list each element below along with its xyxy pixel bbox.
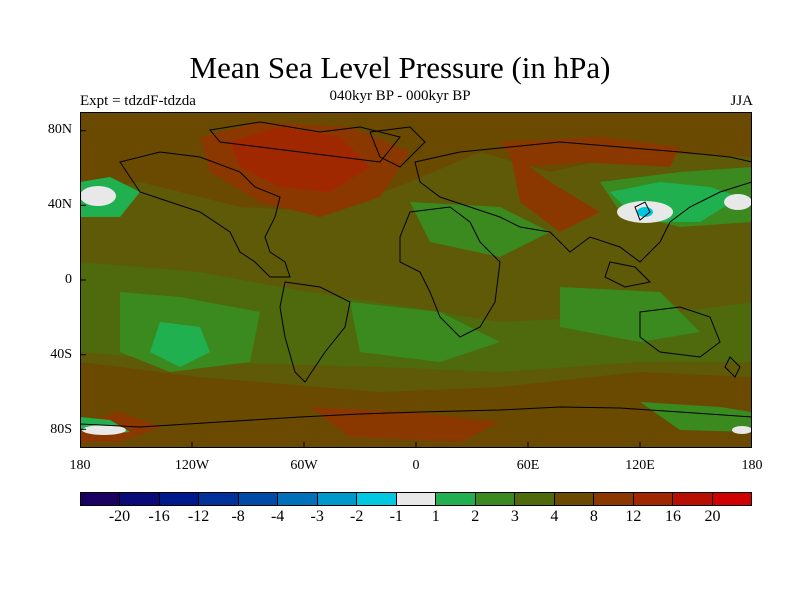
field-patch-neutral-south-east — [732, 426, 752, 434]
field-patch-south-pacific-east — [640, 402, 752, 432]
colorbar-swatch — [238, 493, 279, 505]
colorbar-swatch — [712, 493, 751, 505]
colorbar-label: -4 — [270, 508, 285, 525]
colorbar-swatch — [633, 493, 674, 505]
colorbar-label: 16 — [664, 508, 681, 525]
colorbar-swatch — [159, 493, 200, 505]
field-patch-southern-ocean — [310, 407, 500, 442]
field-patch-neutral-west — [80, 186, 116, 206]
lat-label-40s: 40S — [50, 347, 72, 362]
lon-label-120e: 120E — [625, 458, 655, 473]
lat-label-40n: 40N — [47, 197, 72, 212]
colorbar-label: -8 — [231, 508, 245, 525]
colorbar-label: -12 — [187, 508, 210, 525]
colorbar-swatch — [515, 493, 555, 505]
coast-indonesia — [604, 261, 652, 288]
coast-eurasia — [414, 141, 752, 263]
field-patch-central-asia — [510, 152, 600, 232]
colorbar-label: 1 — [431, 508, 440, 525]
map-panel — [80, 112, 752, 448]
chart-subtitle: 040kyr BP - 000kyr BP — [329, 88, 471, 104]
field-patch-north-america-core — [230, 127, 370, 192]
colorbar-swatch — [357, 493, 397, 505]
coast-new-zealand — [724, 356, 741, 378]
colorbar-label: 12 — [625, 508, 642, 525]
axis-ticks — [80, 130, 641, 448]
colorbar-swatch — [673, 493, 713, 505]
colorbar-label: -2 — [350, 508, 364, 525]
lon-label-60w: 60W — [290, 458, 318, 473]
colorbar-swatch — [81, 493, 121, 505]
field-patch-indian-ocean — [560, 287, 700, 342]
colorbar — [80, 492, 752, 506]
colorbar-swatch — [554, 493, 595, 505]
colorbar-swatch — [199, 493, 239, 505]
colorbar-swatch — [475, 493, 516, 505]
colorbar-swatch — [317, 493, 358, 505]
experiment-label: Expt = tdzdF-tdzda — [80, 93, 196, 109]
lon-label-120w: 120W — [174, 458, 210, 473]
map-svg — [80, 112, 752, 448]
lon-label-180e: 180 — [741, 458, 763, 473]
colorbar-label: -16 — [148, 508, 170, 525]
coast-antarctica — [80, 406, 752, 428]
chart-title: Mean Sea Level Pressure (in hPa) — [189, 50, 611, 85]
colorbar-swatch — [278, 493, 318, 505]
lat-label-80n: 80N — [47, 122, 72, 137]
colorbar-label: -20 — [108, 508, 131, 525]
season-label: JJA — [730, 93, 753, 109]
lon-label-180w: 180 — [69, 458, 91, 473]
colorbar-swatch — [594, 493, 634, 505]
lon-label-0: 0 — [412, 458, 420, 473]
field-patch-south-brown — [80, 362, 752, 448]
colorbar-swatch — [396, 493, 437, 505]
colorbar-swatch — [436, 493, 476, 505]
pressure-field — [80, 112, 752, 448]
coast-australia — [639, 306, 721, 358]
coast-greenland — [369, 126, 426, 168]
lat-label-0: 0 — [65, 272, 72, 287]
coast-japan — [634, 201, 651, 221]
coast-south-america — [279, 281, 351, 383]
field-patch-pacific-core — [150, 322, 210, 367]
field-patch-neutral-east — [724, 194, 752, 210]
colorbar-label: 4 — [550, 508, 559, 525]
field-patch-atlantic-south — [350, 302, 500, 362]
colorbar-label: 8 — [589, 508, 598, 525]
coast-africa — [399, 206, 501, 338]
coastlines — [80, 121, 752, 428]
field-patch-neutral-south — [82, 425, 126, 435]
coast-arctic-islands — [209, 121, 401, 163]
lon-label-60e: 60E — [516, 458, 540, 473]
field-patch-north-asia — [500, 137, 680, 167]
colorbar-swatch — [120, 493, 160, 505]
field-patch-europe-africa — [410, 202, 550, 257]
colorbar-label: 3 — [510, 508, 519, 525]
colorbar-label: 20 — [704, 508, 721, 525]
colorbar-label: -3 — [310, 508, 324, 525]
lat-label-80s: 80S — [50, 422, 72, 437]
colorbar-label: 2 — [471, 508, 480, 525]
coast-north-america — [119, 151, 291, 278]
colorbar-label: -1 — [389, 508, 403, 525]
